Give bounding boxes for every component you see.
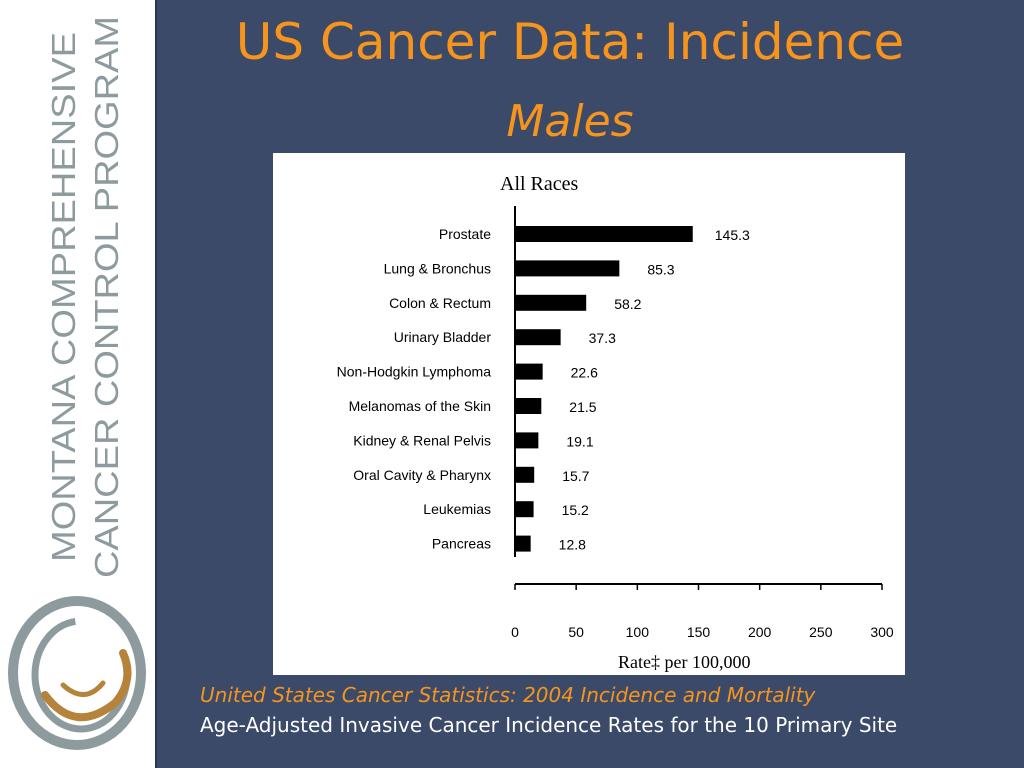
chart-panel: All Races Prostate 145.3 Lung & Bronchus 85.… — [273, 153, 905, 675]
x-tick-label: 250 — [809, 624, 833, 640]
description-caption: Age-Adjusted Invasive Cancer Incidence R… — [200, 713, 898, 737]
program-logo-text: MONTANA COMPREHENSIVE CANCER CONTROL PRO… — [45, 16, 125, 578]
bar-value-label: 15.2 — [562, 502, 589, 518]
bar-value-label: 21.5 — [569, 399, 596, 415]
x-tick-label: 300 — [870, 624, 894, 640]
x-tick-label: 50 — [568, 624, 584, 640]
bar-value-label: 19.1 — [566, 433, 593, 449]
chart-title: All Races — [500, 173, 579, 195]
bar-value-label: 37.3 — [589, 330, 616, 346]
bar — [515, 226, 693, 242]
bar — [515, 260, 620, 277]
bar-value-label: 12.8 — [559, 537, 586, 553]
slide-subtitle: Males — [506, 96, 634, 147]
bar-value-label: 15.7 — [562, 468, 589, 484]
bar-value-label: 22.6 — [571, 365, 598, 381]
category-label: Pancreas — [432, 536, 491, 552]
logo-line-2: CANCER CONTROL PROGRAM — [88, 16, 125, 578]
category-label: Non-Hodgkin Lymphoma — [337, 364, 492, 380]
x-tick-label: 150 — [687, 624, 711, 640]
logo-swirl-icon — [8, 596, 146, 750]
category-label: Lung & Bronchus — [384, 260, 491, 276]
bar-value-label: 58.2 — [614, 296, 641, 312]
x-tick-label: 100 — [626, 624, 650, 640]
x-tick-label: 0 — [511, 624, 519, 640]
bar — [515, 398, 542, 414]
source-caption: United States Cancer Statistics: 2004 In… — [200, 683, 816, 707]
category-label: Prostate — [439, 226, 491, 242]
category-label: Kidney & Renal Pelvis — [353, 432, 491, 448]
sidebar: MONTANA COMPREHENSIVE CANCER CONTROL PRO… — [0, 0, 157, 768]
category-label: Oral Cavity & Pharynx — [353, 467, 491, 483]
bar — [515, 432, 539, 449]
bar — [515, 466, 535, 483]
bar — [515, 294, 587, 311]
bar-value-label: 85.3 — [647, 261, 674, 277]
incidence-bar-chart: All Races Prostate 145.3 Lung & Bronchus 85.… — [337, 173, 894, 672]
bar — [515, 363, 543, 380]
category-label: Leukemias — [423, 501, 491, 517]
x-axis-label: Rate‡ per 100,000 — [618, 652, 750, 672]
bar — [515, 501, 534, 518]
logo-line-1: MONTANA COMPREHENSIVE — [45, 32, 82, 562]
slide-title: US Cancer Data: Incidence — [235, 13, 905, 71]
category-label: Urinary Bladder — [394, 329, 492, 345]
x-tick-label: 200 — [748, 624, 772, 640]
bar — [515, 329, 561, 346]
category-label: Melanomas of the Skin — [349, 398, 491, 414]
category-label: Colon & Rectum — [389, 295, 491, 311]
bar-value-label: 145.3 — [715, 227, 750, 243]
bar — [515, 535, 531, 552]
